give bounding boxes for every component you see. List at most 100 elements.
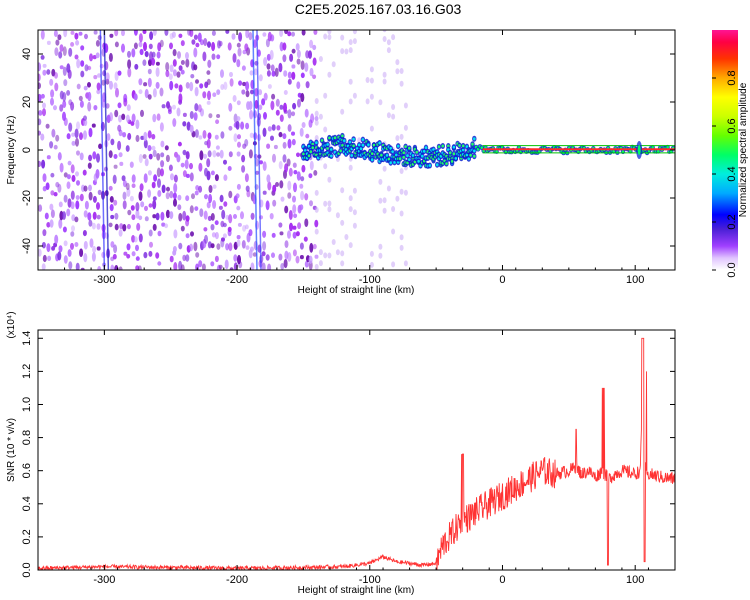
noise-blob xyxy=(176,71,181,78)
noise-blob xyxy=(113,199,118,206)
noise-blob xyxy=(54,82,59,92)
noise-blob xyxy=(88,191,93,201)
noise-blob xyxy=(95,169,100,179)
noise-blob xyxy=(248,100,253,110)
noise-blob xyxy=(218,40,223,47)
signal-core xyxy=(402,155,406,159)
signal-core xyxy=(343,139,346,143)
noise-blob xyxy=(284,240,289,249)
noise-streak xyxy=(103,30,110,270)
noise-blob xyxy=(93,30,98,35)
noise-blob xyxy=(136,222,141,231)
noise-blob xyxy=(218,205,223,210)
noise-blob xyxy=(229,267,234,270)
noise-blob xyxy=(178,65,183,71)
spectrogram-ylabel: Frequency (Hz) xyxy=(6,116,17,185)
noise-blob xyxy=(287,31,292,37)
noise-blob xyxy=(160,160,165,168)
noise-blob xyxy=(296,171,301,181)
noise-blob xyxy=(308,173,313,179)
noise-blob xyxy=(382,36,387,42)
x-tick-label: -100 xyxy=(359,274,381,286)
noise-blob xyxy=(109,80,113,90)
noise-blob xyxy=(220,69,224,78)
noise-blob xyxy=(270,34,275,42)
noise-blob xyxy=(88,127,93,138)
signal-core xyxy=(467,157,471,161)
noise-blob xyxy=(79,193,84,202)
noise-blob xyxy=(309,39,314,49)
noise-blob xyxy=(42,102,46,109)
noise-blob xyxy=(301,122,306,128)
noise-blob xyxy=(109,196,114,203)
noise-blob xyxy=(189,81,194,92)
noise-blob xyxy=(273,144,278,150)
noise-blob xyxy=(309,200,313,207)
noise-blob xyxy=(114,41,119,48)
noise-blob xyxy=(54,234,59,245)
noise-blob xyxy=(66,90,71,96)
noise-blob xyxy=(299,183,304,189)
noise-blob xyxy=(152,199,157,210)
noise-blob xyxy=(71,140,76,146)
noise-blob xyxy=(210,224,215,231)
noise-blob xyxy=(224,259,229,270)
noise-blob xyxy=(348,195,353,202)
noise-blob xyxy=(59,44,64,52)
noise-blob xyxy=(208,185,213,193)
noise-blob xyxy=(62,111,66,122)
noise-blob xyxy=(80,60,85,67)
noise-blob xyxy=(228,125,233,131)
noise-blob xyxy=(133,236,138,243)
noise-blob xyxy=(42,63,47,68)
noise-blob xyxy=(135,265,140,270)
noise-blob xyxy=(214,232,219,240)
noise-blob xyxy=(53,105,57,111)
noise-blob xyxy=(161,104,166,109)
noise-blob xyxy=(169,42,173,50)
noise-blob xyxy=(178,242,183,250)
noise-blob xyxy=(214,255,219,263)
noise-blob xyxy=(211,30,216,36)
noise-blob xyxy=(80,45,85,51)
noise-blob xyxy=(301,30,306,36)
noise-blob xyxy=(198,185,203,193)
noise-blob xyxy=(83,185,88,192)
noise-blob xyxy=(171,31,176,38)
noise-blob xyxy=(87,65,92,71)
noise-blob xyxy=(223,174,228,181)
noise-blob xyxy=(314,189,319,196)
noise-blob xyxy=(278,131,283,138)
noise-blob xyxy=(312,44,317,51)
noise-blob xyxy=(344,234,349,240)
noise-blob xyxy=(279,180,284,189)
noise-blob xyxy=(156,51,161,59)
noise-blob xyxy=(245,185,250,192)
noise-blob xyxy=(149,241,153,248)
noise-blob xyxy=(169,211,174,220)
noise-blob xyxy=(266,143,271,149)
noise-blob xyxy=(284,163,289,173)
noise-blob xyxy=(263,92,268,101)
noise-blob xyxy=(291,31,295,37)
noise-blob xyxy=(178,33,183,38)
noise-blob xyxy=(202,51,207,62)
noise-blob xyxy=(305,81,310,89)
noise-blob xyxy=(74,242,79,247)
noise-blob xyxy=(88,184,92,192)
noise-blob xyxy=(270,64,275,72)
noise-blob xyxy=(241,154,246,163)
noise-blob xyxy=(118,152,123,158)
noise-blob xyxy=(282,154,287,163)
noise-blob xyxy=(140,109,144,117)
noise-blob xyxy=(76,180,80,186)
noise-blob xyxy=(201,263,206,270)
noise-blob xyxy=(97,73,101,78)
noise-blob xyxy=(108,52,113,62)
noise-blob xyxy=(110,214,115,220)
noise-blob xyxy=(62,66,67,77)
signal-core xyxy=(372,143,376,147)
noise-blob xyxy=(70,231,75,237)
noise-blob xyxy=(129,195,134,202)
noise-blob xyxy=(127,209,132,216)
